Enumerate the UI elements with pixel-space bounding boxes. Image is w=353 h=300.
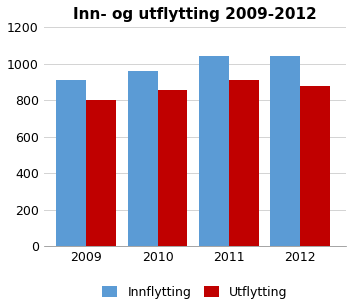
- Bar: [56, 80, 86, 246]
- Bar: [300, 85, 330, 246]
- Bar: [128, 71, 157, 246]
- Bar: [270, 56, 300, 246]
- Bar: [86, 100, 116, 246]
- Bar: [157, 90, 187, 246]
- Title: Inn- og utflytting 2009-2012: Inn- og utflytting 2009-2012: [73, 7, 317, 22]
- Legend: Innflytting, Utflytting: Innflytting, Utflytting: [97, 281, 292, 300]
- Bar: [229, 80, 258, 246]
- Bar: [199, 56, 229, 246]
